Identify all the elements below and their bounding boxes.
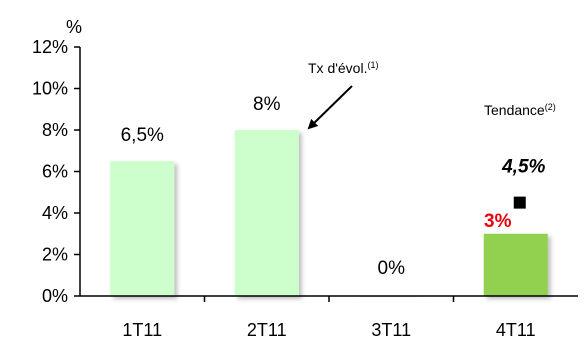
evol-arrow [309, 86, 352, 128]
y-tick-label: 10% [32, 79, 68, 99]
x-axis-ticks: 1T11 2T11 3T11 4T11 [122, 296, 535, 340]
x-tick-label-1T11: 1T11 [122, 320, 162, 340]
x-tick-label-3T11: 3T11 [371, 320, 411, 340]
evol-annotation: Tx d'évol.(1) [308, 60, 378, 128]
y-tick-label: 2% [42, 245, 68, 265]
data-label-4T11: 3% [484, 211, 512, 232]
trend-annotation-label: Tendance(2) [484, 102, 556, 118]
y-unit-label: % [66, 17, 82, 37]
x-tick-label-4T11: 4T11 [496, 320, 536, 340]
y-axis-ticks: 0% 2% 4% 6% 8% 10% 12% [32, 37, 80, 306]
data-label-3T11: 0% [378, 258, 406, 279]
data-label-1T11: 6,5% [121, 125, 164, 146]
trend-annotation: Tendance(2) 4,5% [484, 102, 556, 209]
bars [110, 130, 548, 297]
y-tick-label: 12% [32, 37, 68, 57]
trend-marker [514, 197, 526, 209]
bar-2T11 [235, 130, 299, 296]
evol-annotation-label: Tx d'évol.(1) [308, 60, 378, 76]
y-tick-label: 4% [42, 203, 68, 223]
y-tick-label: 0% [42, 286, 68, 306]
bar-1T11 [110, 161, 174, 296]
y-tick-label: 8% [42, 120, 68, 140]
bar-4T11 [484, 234, 548, 296]
data-label-2T11: 8% [253, 94, 281, 115]
y-tick-label: 6% [42, 162, 68, 182]
x-tick-label-2T11: 2T11 [247, 320, 287, 340]
trend-value-label: 4,5% [501, 157, 545, 178]
